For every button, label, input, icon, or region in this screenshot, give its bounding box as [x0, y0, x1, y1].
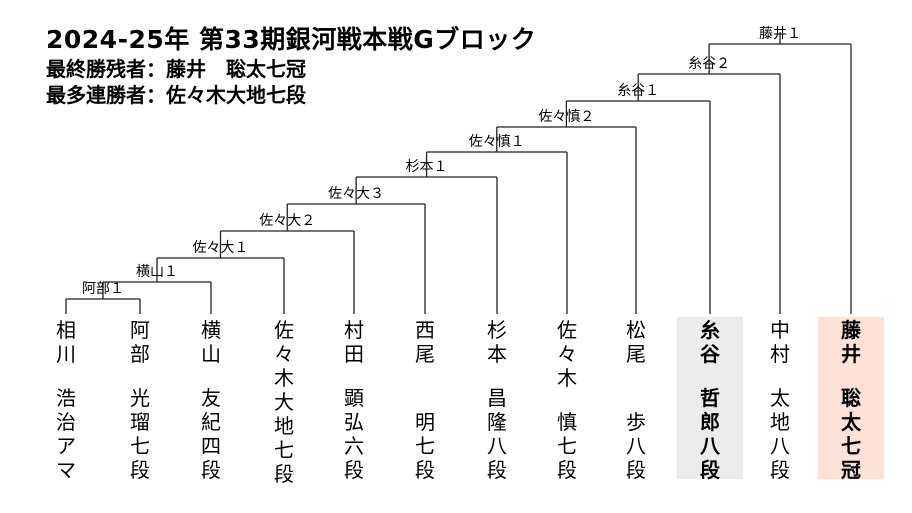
player-column: 阿部光瑠七段	[126, 318, 154, 484]
player-column: 杉本昌隆八段	[483, 318, 511, 484]
player-rank: 光瑠七段	[130, 386, 150, 482]
player-name: 相川	[56, 318, 76, 366]
player-column: 藤井聡太七冠	[837, 318, 865, 484]
player-rank: 明七段	[415, 410, 435, 482]
player-name: 村田	[344, 318, 364, 366]
last-survivor-text: 最終勝残者：藤井 聡太七冠	[46, 57, 306, 81]
player-rank: 慎七段	[557, 410, 577, 482]
player-rank: 昌隆八段	[487, 386, 507, 482]
player-name: 糸谷	[700, 318, 720, 366]
highlight-box-11	[818, 317, 884, 479]
player-rank: 浩治アマ	[56, 386, 76, 482]
header: 2024-25年 第33期銀河戦本戦Gブロック 最終勝残者：藤井 聡太七冠 最多…	[46, 24, 536, 108]
most-wins-text: 最多連勝者：佐々木大地七段	[46, 83, 306, 107]
player-column: 中村太地八段	[766, 318, 794, 484]
player-name: 松尾	[626, 318, 646, 366]
player-column: 佐々木慎七段	[553, 318, 581, 484]
player-name: 藤井	[841, 318, 861, 366]
player-rank: 太地八段	[770, 386, 790, 482]
player-name: 阿部	[130, 318, 150, 366]
player-rank: 友紀四段	[201, 386, 221, 482]
player-name: 佐々木大地七段	[274, 318, 294, 486]
player-column: 佐々木大地七段	[270, 318, 298, 486]
highlight-box-9	[677, 317, 743, 479]
player-name: 中村	[770, 318, 790, 366]
player-rank: 顕弘六段	[344, 386, 364, 482]
player-name: 杉本	[487, 318, 507, 366]
player-rank: 哲郎八段	[700, 386, 720, 482]
player-column: 村田顕弘六段	[340, 318, 368, 484]
page-title: 2024-25年 第33期銀河戦本戦Gブロック	[46, 25, 537, 54]
player-name: 佐々木	[557, 318, 577, 390]
player-rank: 聡太七冠	[841, 386, 861, 482]
player-rank: 歩八段	[626, 410, 646, 482]
player-column: 相川浩治アマ	[52, 318, 80, 484]
player-name: 西尾	[415, 318, 435, 366]
player-column: 糸谷哲郎八段	[696, 318, 724, 484]
player-column: 横山友紀四段	[197, 318, 225, 484]
player-name: 横山	[201, 318, 221, 366]
player-column: 松尾歩八段	[622, 318, 650, 484]
player-column: 西尾明七段	[411, 318, 439, 484]
